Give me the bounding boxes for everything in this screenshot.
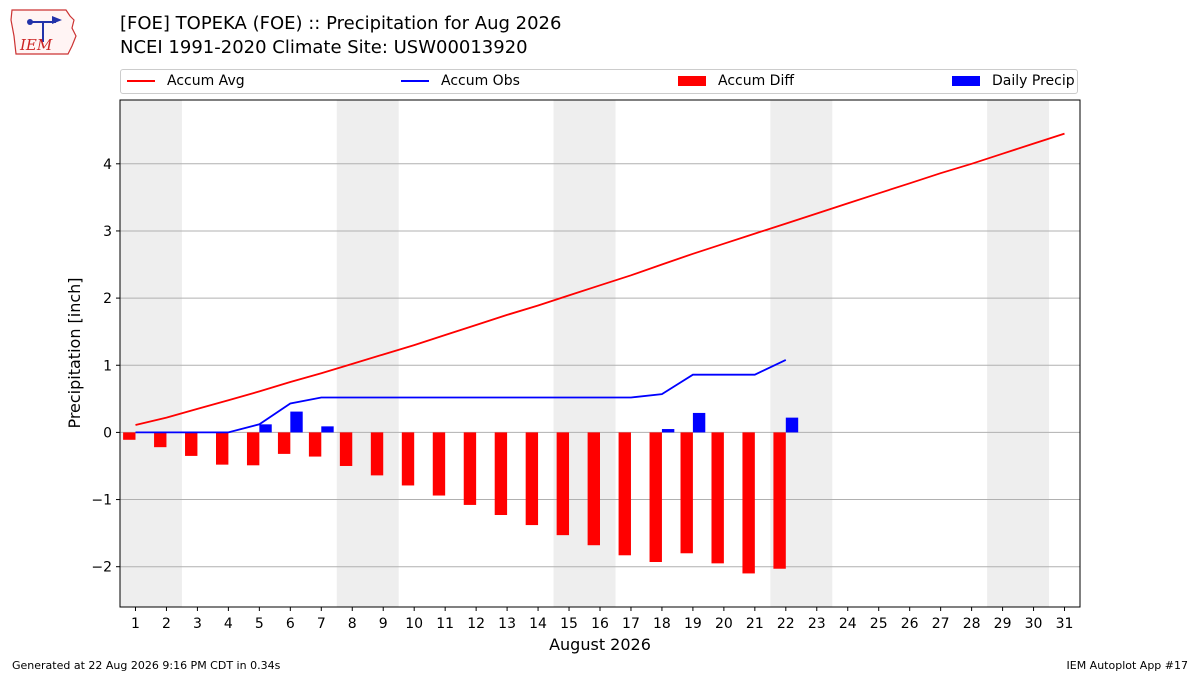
accum-diff-bar — [246, 432, 260, 466]
accum-diff-bar — [185, 432, 198, 456]
accum-diff-bar — [742, 432, 755, 574]
y-tick-label: 2 — [103, 291, 112, 307]
accum-diff-bar — [649, 432, 662, 563]
accum-diff-bar — [556, 432, 570, 536]
x-tick-label: 8 — [348, 616, 357, 632]
accum-diff-bar — [154, 432, 167, 448]
accum-diff-bar — [587, 432, 600, 546]
x-tick-label: 11 — [436, 616, 454, 632]
x-tick-label: 7 — [317, 616, 326, 632]
y-tick-label: −1 — [91, 493, 112, 509]
accum-diff-bar — [401, 432, 415, 486]
accum-obs-line — [135, 359, 787, 434]
accum-diff-bar — [618, 432, 631, 556]
x-tick-label: 29 — [994, 616, 1012, 632]
daily-precip-bar — [692, 412, 706, 433]
y-tick-label: 1 — [103, 358, 112, 374]
iem-logo: IEM — [10, 9, 77, 55]
legend-swatch — [401, 80, 429, 82]
x-tick-label: 14 — [529, 616, 547, 632]
x-tick-label: 12 — [467, 616, 485, 632]
legend-swatch — [127, 80, 155, 82]
x-tick-label: 20 — [715, 616, 733, 632]
y-tick-label: 3 — [103, 224, 112, 240]
x-tick-label: 15 — [560, 616, 578, 632]
accum-diff-bar — [308, 432, 322, 457]
chart-title: [FOE] TOPEKA (FOE) :: Precipitation for … — [120, 13, 562, 34]
legend-item-accum-obs: Accum Obs — [401, 73, 520, 89]
legend-item-accum-avg: Accum Avg — [127, 73, 245, 89]
x-tick-label: 5 — [255, 616, 264, 632]
daily-precip-bar — [259, 424, 272, 433]
accum-diff-bar — [123, 432, 136, 440]
accum-diff-bar — [432, 432, 446, 496]
footer-generated-text: Generated at 22 Aug 2026 9:16 PM CDT in … — [12, 659, 281, 672]
legend-label: Daily Precip — [992, 73, 1075, 89]
accum-diff-bar — [339, 432, 353, 466]
x-tick-label: 13 — [498, 616, 516, 632]
daily-precip-bar — [661, 429, 675, 433]
footer-app-text: IEM Autoplot App #17 — [1066, 659, 1189, 672]
legend-label: Accum Avg — [167, 73, 245, 89]
legend-swatch — [952, 76, 980, 86]
x-tick-label: 18 — [653, 616, 671, 632]
accum-diff-bar — [216, 432, 229, 465]
x-tick-label: 6 — [286, 616, 295, 632]
legend-swatch — [678, 76, 706, 86]
x-tick-label: 27 — [932, 616, 950, 632]
legend-item-daily-precip: Daily Precip — [952, 73, 1075, 89]
y-tick-label: 0 — [103, 425, 112, 441]
x-tick-label: 31 — [1056, 616, 1074, 632]
legend: Accum Avg Accum Obs Accum Diff Daily Pre… — [120, 69, 1078, 94]
x-tick-label: 10 — [405, 616, 423, 632]
x-tick-label: 19 — [684, 616, 702, 632]
accum-diff-bar — [370, 432, 384, 476]
legend-label: Accum Obs — [441, 73, 520, 89]
x-tick-label: 16 — [591, 616, 609, 632]
x-tick-label: 21 — [746, 616, 764, 632]
logo-text: IEM — [19, 36, 53, 54]
daily-precip-bar — [321, 426, 334, 433]
x-tick-label: 26 — [901, 616, 919, 632]
x-tick-label: 4 — [224, 616, 233, 632]
accum-avg-line — [135, 132, 1065, 426]
x-tick-label: 3 — [193, 616, 202, 632]
x-tick-label: 25 — [870, 616, 888, 632]
accum-diff-bar — [773, 432, 786, 569]
y-tick-label: 4 — [103, 157, 112, 173]
y-tick-label: −2 — [91, 560, 112, 576]
accum-diff-bar — [463, 432, 477, 505]
weekend-shade — [120, 100, 182, 607]
x-tick-label: 28 — [963, 616, 981, 632]
daily-precip-bar — [290, 411, 303, 433]
x-tick-label: 22 — [777, 616, 795, 632]
y-axis-label: Precipitation [inch] — [65, 277, 84, 428]
x-tick-label: 24 — [839, 616, 857, 632]
accum-diff-bar — [680, 432, 693, 554]
accum-diff-bar — [711, 432, 724, 564]
x-tick-label: 17 — [622, 616, 640, 632]
chart-subtitle: NCEI 1991-2020 Climate Site: USW00013920 — [120, 37, 528, 58]
x-axis-label: August 2026 — [549, 635, 651, 654]
x-tick-label: 9 — [379, 616, 388, 632]
accum-diff-bar — [494, 432, 508, 516]
x-tick-label: 1 — [131, 616, 140, 632]
weekend-shade — [987, 100, 1050, 607]
accum-diff-bar — [277, 432, 291, 454]
legend-label: Accum Diff — [718, 73, 795, 89]
x-tick-label: 30 — [1025, 616, 1043, 632]
accum-diff-bar — [525, 432, 539, 526]
daily-precip-bar — [785, 417, 799, 433]
x-tick-label: 23 — [808, 616, 826, 632]
x-tick-label: 2 — [162, 616, 171, 632]
legend-item-accum-diff: Accum Diff — [678, 73, 794, 89]
